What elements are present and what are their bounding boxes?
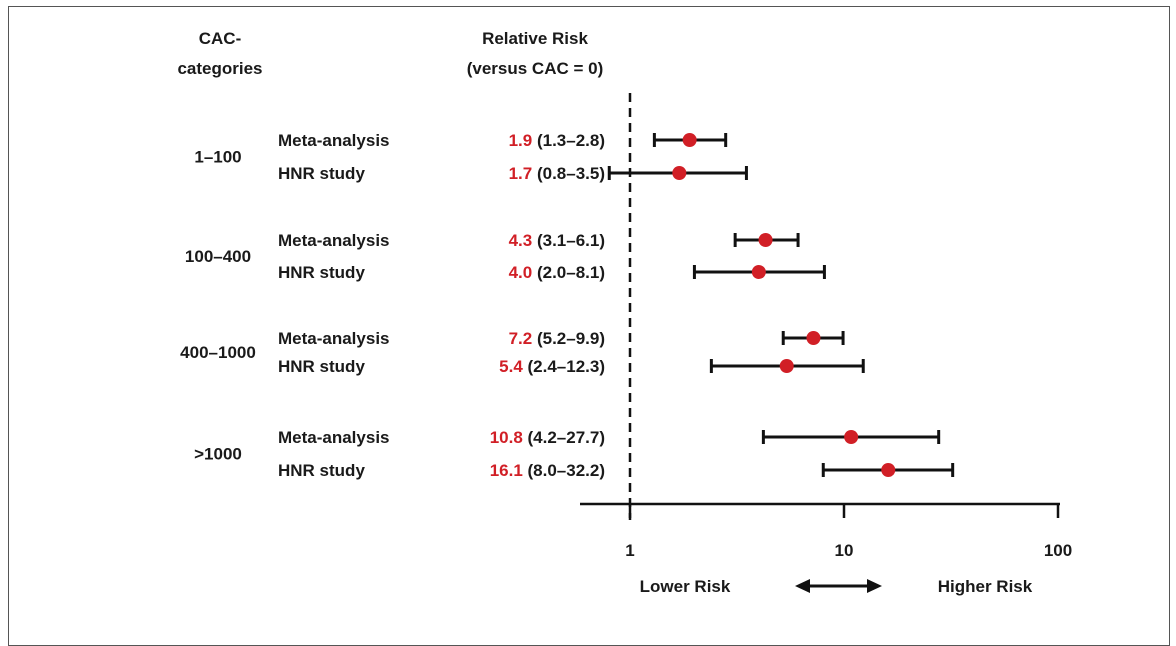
rr-value: 16.1 [490, 461, 528, 480]
estimate-text: 16.1 (8.0–32.2) [490, 461, 605, 480]
ci-value: (8.0–32.2) [528, 461, 606, 480]
category-label: 100–400 [185, 247, 251, 266]
category-label: >1000 [194, 445, 242, 464]
estimate-point [751, 265, 766, 279]
category-label: 400–1000 [180, 343, 256, 362]
ci-value: (4.2–27.7) [528, 428, 606, 447]
estimate-text: 1.7 (0.8–3.5) [509, 164, 605, 183]
estimate-text: 1.9 (1.3–2.8) [509, 131, 605, 150]
estimate-text: 4.3 (3.1–6.1) [509, 231, 605, 250]
estimate-point [672, 166, 687, 180]
study-label: HNR study [278, 263, 365, 282]
ci-value: (2.4–12.3) [528, 357, 606, 376]
estimate-text: 5.4 (2.4–12.3) [499, 357, 605, 376]
lower-risk-label: Lower Risk [640, 577, 731, 596]
ci-value: (5.2–9.9) [537, 329, 605, 348]
estimate-point [779, 359, 794, 373]
study-label: Meta-analysis [278, 131, 390, 150]
rows-layer: 1–100 Meta-analysis 1.9 (1.3–2.8) HNR study… [180, 93, 955, 520]
study-label: HNR study [278, 461, 365, 480]
rr-value: 10.8 [490, 428, 528, 447]
estimate-point [758, 233, 773, 247]
x-tick-label: 1 [625, 541, 634, 560]
estimate-text: 10.8 (4.2–27.7) [490, 428, 605, 447]
study-label: HNR study [278, 357, 365, 376]
category-label: 1–100 [194, 148, 241, 167]
x-axis: 1 10 100 [580, 502, 1072, 560]
study-label: HNR study [278, 164, 365, 183]
rr-value: 1.9 [509, 131, 537, 150]
study-label: Meta-analysis [278, 428, 390, 447]
relative-risk-header-line1: Relative Risk [482, 29, 588, 48]
higher-risk-label: Higher Risk [938, 577, 1033, 596]
ci-value: (2.0–8.1) [537, 263, 605, 282]
categories-header-line2: categories [177, 59, 262, 78]
rr-value: 1.7 [509, 164, 537, 183]
estimate-point [844, 430, 859, 444]
x-tick-label: 10 [835, 541, 854, 560]
rr-value: 7.2 [509, 329, 537, 348]
estimate-text: 4.0 (2.0–8.1) [509, 263, 605, 282]
estimate-point [806, 331, 821, 345]
estimate-point [881, 463, 896, 477]
categories-header-line1: CAC- [199, 29, 242, 48]
study-label: Meta-analysis [278, 329, 390, 348]
ci-value: (1.3–2.8) [537, 131, 605, 150]
double-arrow-icon [795, 579, 882, 593]
estimate-text: 7.2 (5.2–9.9) [509, 329, 605, 348]
x-tick-label: 100 [1044, 541, 1072, 560]
rr-value: 5.4 [499, 357, 527, 376]
forest-plot: CAC- categories Relative Risk (versus CA… [177, 29, 1072, 596]
ci-value: (3.1–6.1) [537, 231, 605, 250]
ci-value: (0.8–3.5) [537, 164, 605, 183]
estimate-point [682, 133, 697, 147]
rr-value: 4.3 [509, 231, 537, 250]
relative-risk-header-line2: (versus CAC = 0) [467, 59, 604, 78]
study-label: Meta-analysis [278, 231, 390, 250]
rr-value: 4.0 [509, 263, 537, 282]
